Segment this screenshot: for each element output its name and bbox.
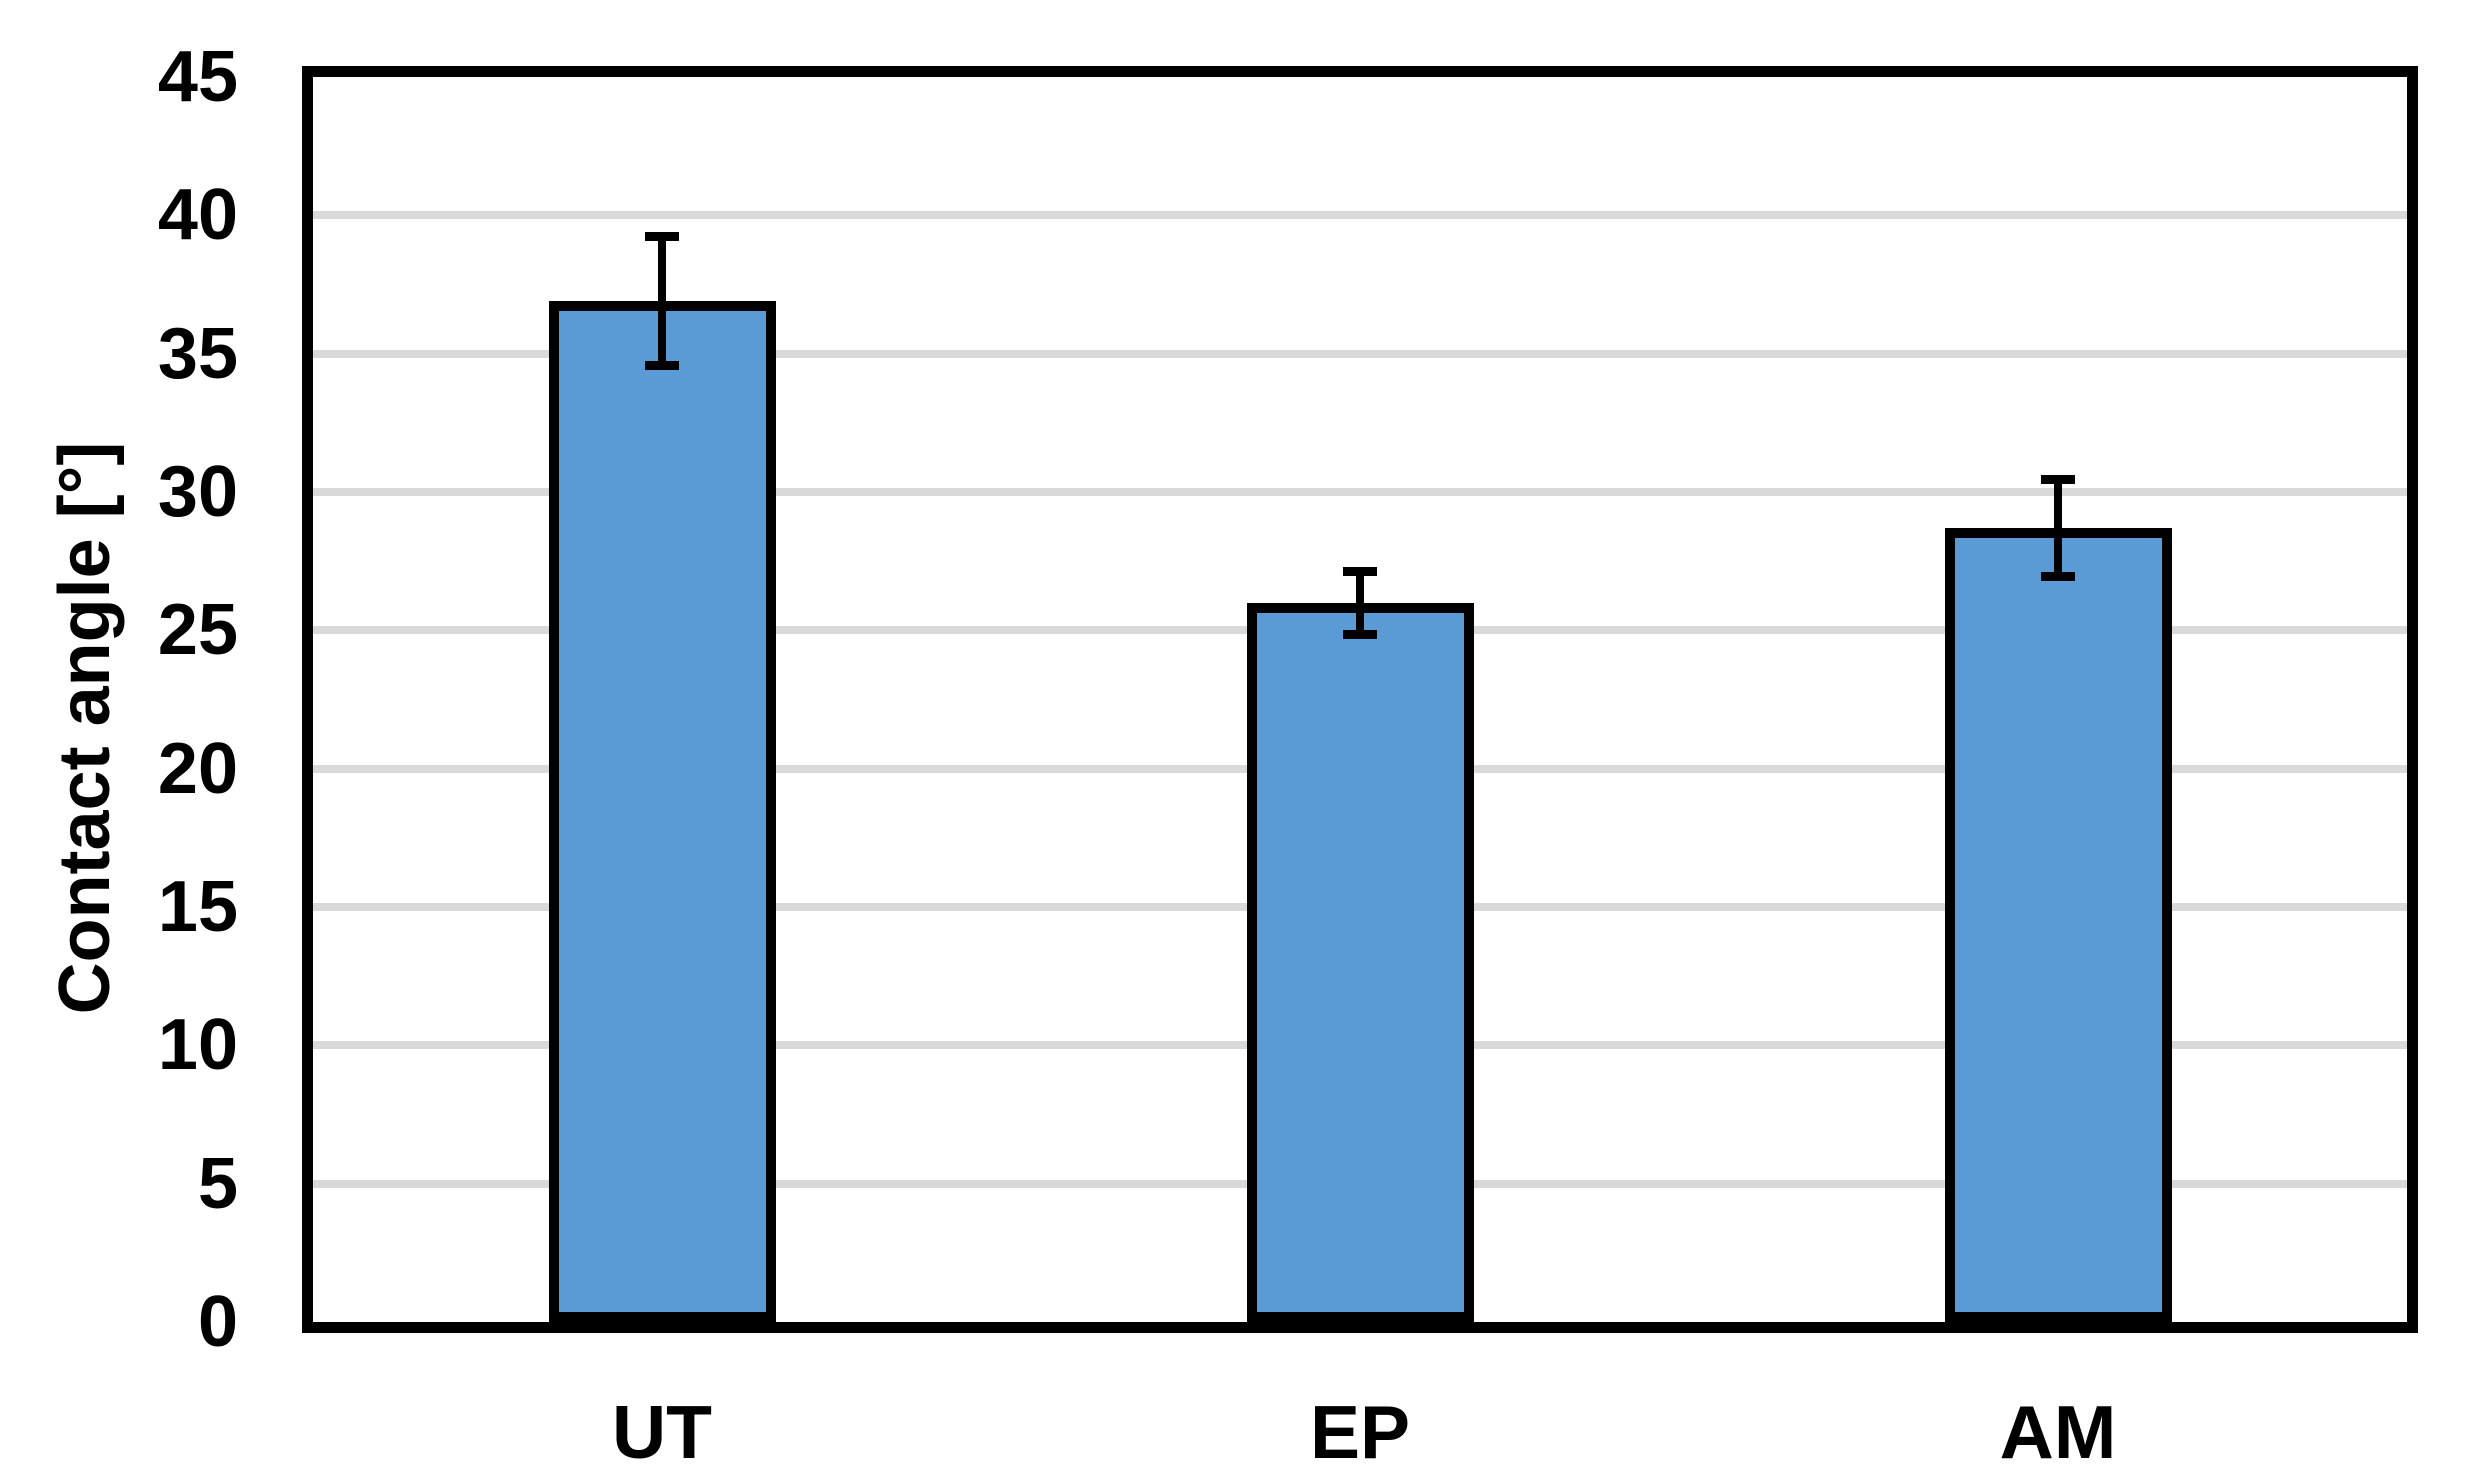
error-bar-bottom-cap-UT <box>645 361 679 371</box>
y-tick-label-35: 35 <box>157 313 238 394</box>
x-category-label-UT: UT <box>612 1390 712 1474</box>
plot-area <box>302 66 2418 1333</box>
gridline-40 <box>313 211 2407 220</box>
error-bar-bottom-cap-AM <box>2041 571 2075 581</box>
x-category-label-EP: EP <box>1309 1390 1411 1474</box>
y-tick-label-40: 40 <box>157 175 238 256</box>
y-tick-label-0: 0 <box>197 1282 238 1362</box>
bar-EP <box>1246 603 1474 1322</box>
error-bar-top-cap-AM <box>2041 475 2075 485</box>
y-tick-label-30: 30 <box>157 452 238 532</box>
y-tick-label-25: 25 <box>157 590 238 671</box>
x-category-label-AM: AM <box>1999 1390 2117 1474</box>
bar-UT <box>548 301 776 1322</box>
y-tick-label-45: 45 <box>157 37 238 117</box>
error-bar-bottom-cap-EP <box>1343 629 1377 639</box>
gridline-35 <box>313 349 2407 358</box>
error-bar-top-cap-UT <box>645 231 679 241</box>
error-bar-EP <box>1356 566 1364 639</box>
y-tick-label-5: 5 <box>197 1143 238 1224</box>
bar-AM <box>1944 528 2172 1322</box>
y-tick-label-20: 20 <box>157 728 238 809</box>
y-tick-label-15: 15 <box>157 867 238 947</box>
error-bar-AM <box>2054 475 2062 581</box>
error-bar-UT <box>658 231 666 371</box>
y-tick-label-10: 10 <box>157 1005 238 1086</box>
error-bar-top-cap-EP <box>1343 566 1377 576</box>
gridline-30 <box>313 488 2407 496</box>
